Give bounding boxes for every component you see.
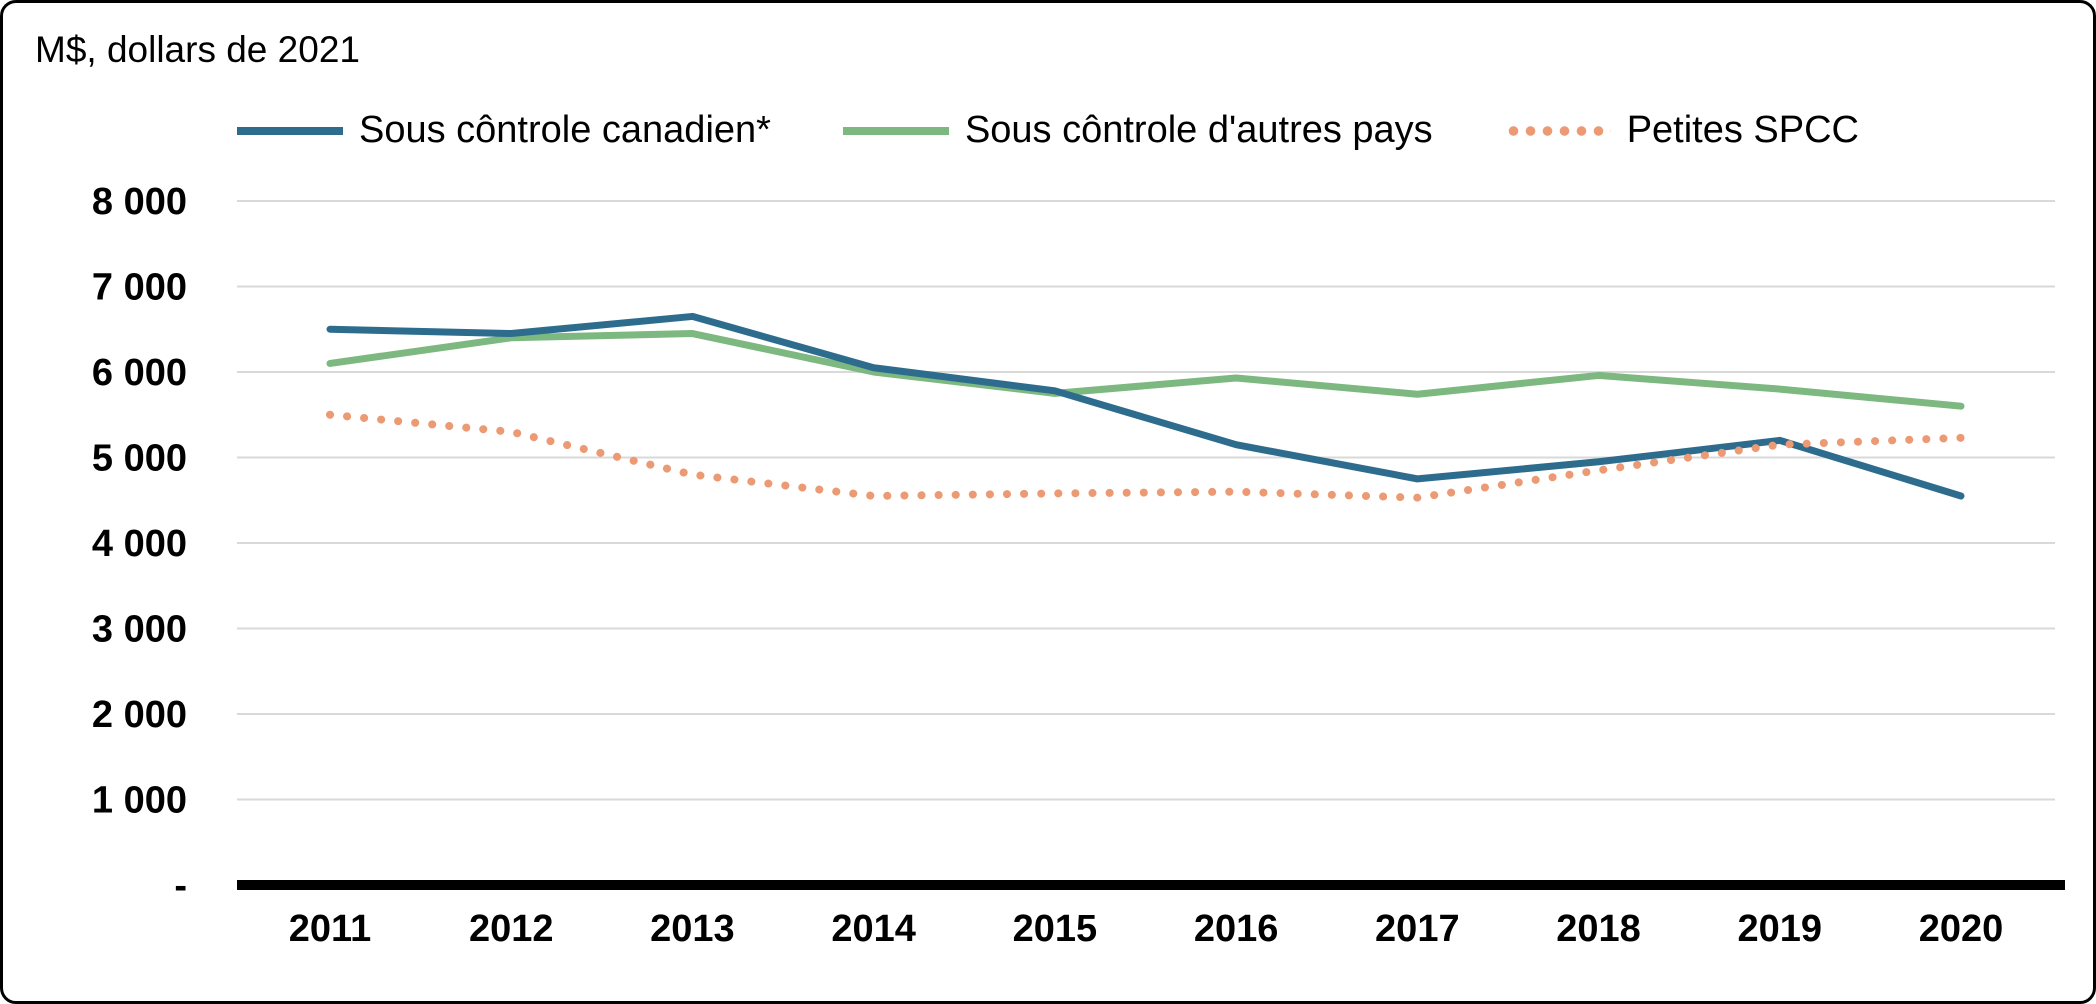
svg-text:2019: 2019: [1738, 908, 1823, 950]
legend-item-autres-pays: Sous côntrole d'autres pays: [842, 109, 1433, 152]
svg-text:2013: 2013: [650, 908, 735, 950]
svg-text:2016: 2016: [1194, 908, 1279, 950]
svg-text:3 000: 3 000: [92, 609, 187, 651]
svg-text:2017: 2017: [1375, 908, 1460, 950]
legend-item-canadien: Sous côntrole canadien*: [236, 109, 771, 152]
legend-line-canadien-icon: [236, 126, 343, 135]
legend-line-autres-pays-icon: [842, 126, 949, 135]
svg-text:8 000: 8 000: [92, 181, 187, 223]
svg-text:1 000: 1 000: [92, 780, 187, 822]
legend-label-petites-spcc: Petites SPCC: [1626, 109, 1859, 151]
legend-label-canadien: Sous côntrole canadien*: [358, 109, 771, 151]
svg-text:2014: 2014: [831, 908, 916, 950]
chart-canvas: - 1 000 2 000 3 000 4 000 5 000 6 000 7 000 8 00…: [92, 181, 2065, 950]
svg-text:5 000: 5 000: [92, 438, 187, 480]
svg-text:2 000: 2 000: [92, 694, 187, 736]
chart-legend: Sous côntrole canadien* Sous côntrole d'…: [3, 109, 2093, 152]
svg-text:6 000: 6 000: [92, 352, 187, 394]
svg-text:2012: 2012: [469, 908, 554, 950]
svg-text:-: -: [174, 865, 187, 907]
svg-text:2018: 2018: [1556, 908, 1641, 950]
svg-text:2015: 2015: [1013, 908, 1098, 950]
svg-text:7 000: 7 000: [92, 267, 187, 309]
svg-text:2011: 2011: [289, 908, 371, 950]
svg-text:4 000: 4 000: [92, 523, 187, 565]
chart-title: M$, dollars de 2021: [35, 29, 360, 70]
legend-dots-petites-spcc-icon: [1504, 124, 1611, 137]
legend-item-petites-spcc: Petites SPCC: [1504, 109, 1859, 152]
legend-label-autres-pays: Sous côntrole d'autres pays: [964, 109, 1433, 151]
svg-text:2020: 2020: [1919, 908, 2004, 950]
